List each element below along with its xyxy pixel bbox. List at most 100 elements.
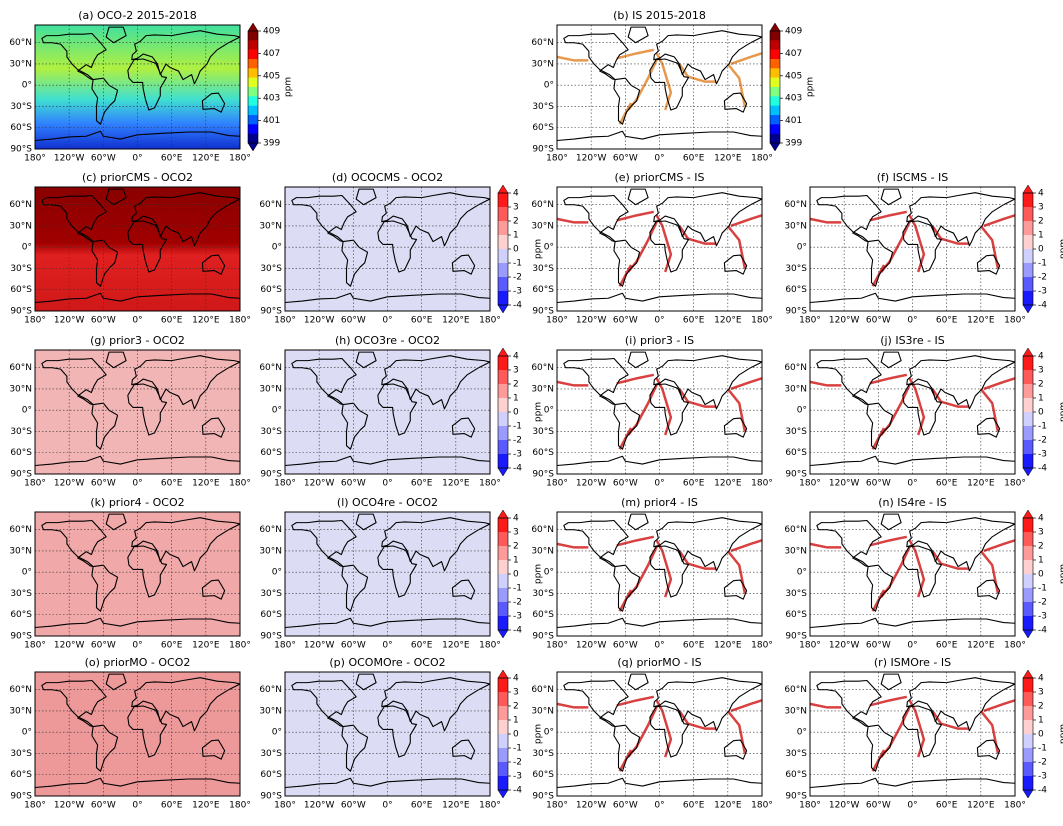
colorbar-segment [1023, 588, 1033, 602]
lon-label: 120°W [829, 801, 860, 811]
lat-label: 30°N [531, 384, 554, 394]
lat-label: 60°N [259, 363, 282, 373]
colorbar-tick-label: -2 [1038, 436, 1047, 446]
colorbar-segment [498, 532, 508, 546]
colorbar-label: ppm [534, 402, 544, 422]
lon-label: 120°E [192, 316, 220, 326]
lon-label: 180° [1004, 641, 1026, 651]
lon-label: 120°W [304, 479, 335, 489]
lon-label: 0° [382, 801, 392, 811]
colorbar-segment [498, 207, 508, 221]
lat-label: 60°S [260, 285, 282, 295]
colorbar-segment [498, 235, 508, 249]
lat-label: 30°N [784, 706, 807, 716]
lat-label: 60°S [532, 448, 554, 458]
lon-label: 60°W [91, 479, 116, 489]
lon-label: 60°E [936, 801, 958, 811]
lon-label: 60°E [161, 801, 183, 811]
panel-title: (a) OCO-2 2015-2018 [78, 9, 197, 22]
lat-label: 0° [22, 728, 32, 738]
colorbar-tick-label: 405 [785, 71, 802, 81]
lon-label: 0° [907, 479, 917, 489]
colorbar-label: ppm [1059, 239, 1063, 259]
lat-label: 30°N [9, 221, 32, 231]
colorbar-segment [1023, 678, 1033, 692]
colorbar-segment [1023, 454, 1033, 468]
lat-label: 60°N [9, 38, 32, 48]
lon-label: 60°W [341, 479, 366, 489]
lon-label: 180° [229, 801, 251, 811]
colorbar-tick-label: 3 [1038, 688, 1044, 698]
colorbar-tick-label: 409 [785, 27, 802, 37]
colorbar-segment [248, 115, 258, 125]
colorbar-tick-label: -4 [1038, 464, 1047, 474]
lat-label: 60°N [259, 685, 282, 695]
lon-label: 120°E [442, 801, 470, 811]
lon-label: 60°E [161, 316, 183, 326]
colorbar-tick-label: -1 [513, 744, 522, 754]
colorbar-tick-label: 2 [1038, 542, 1044, 552]
colorbar-tick-label: 2 [513, 217, 519, 227]
colorbar-segment [770, 106, 780, 116]
colorbar-extend [1023, 348, 1033, 356]
colorbar-extend [1023, 510, 1033, 518]
lat-label: 30°S [532, 427, 554, 437]
colorbar-segment [1023, 692, 1033, 706]
lat-label: 60°N [9, 685, 32, 695]
colorbar-segment [498, 291, 508, 305]
colorbar-segment [770, 50, 780, 60]
colorbar-tick-label: 1 [1038, 716, 1044, 726]
lon-label: 120°E [714, 801, 742, 811]
colorbar-extend [1023, 185, 1033, 193]
colorbar-tick-label: -2 [513, 273, 522, 283]
colorbar-extend [498, 790, 508, 798]
colorbar-label: ppm [534, 239, 544, 259]
colorbar-label: ppm [1059, 724, 1063, 744]
lat-label: 0° [22, 243, 32, 253]
colorbar-segment [770, 115, 780, 125]
colorbar-extend [770, 23, 780, 31]
colorbar-extend [498, 185, 508, 193]
lat-label: 60°N [784, 525, 807, 535]
lon-label: 60°E [411, 316, 433, 326]
colorbar-extend [498, 510, 508, 518]
colorbar-segment [770, 78, 780, 88]
colorbar-segment [248, 31, 258, 41]
colorbar-tick-label: 4 [513, 189, 519, 199]
colorbar-tick-label: 0 [513, 408, 519, 418]
colorbar-tick-label: 4 [1038, 514, 1044, 524]
lon-label: 120°W [576, 641, 607, 651]
panel-title: (o) priorMO - OCO2 [85, 656, 191, 669]
lat-label: 0° [797, 568, 807, 578]
colorbar-segment [498, 776, 508, 790]
lat-label: 30°S [785, 264, 807, 274]
lon-label: 180° [799, 801, 821, 811]
colorbar-tick-label: 1 [1038, 556, 1044, 566]
lon-label: 180° [24, 641, 46, 651]
lat-label: 30°S [532, 264, 554, 274]
lon-label: 180° [1004, 316, 1026, 326]
colorbar-segment [1023, 574, 1033, 588]
colorbar-tick-label: 3 [1038, 203, 1044, 213]
colorbar-tick-label: -2 [1038, 598, 1047, 608]
colorbar-segment [1023, 734, 1033, 748]
lon-label: 60°W [613, 801, 638, 811]
lat-label: 30°N [259, 706, 282, 716]
lon-label: 120°E [442, 479, 470, 489]
lon-label: 60°W [91, 316, 116, 326]
colorbar-extend [1023, 670, 1033, 678]
colorbar-segment [770, 124, 780, 134]
lon-label: 120°E [714, 154, 742, 164]
lon-label: 120°E [714, 479, 742, 489]
panel-title: (h) OCO3re - OCO2 [335, 334, 440, 347]
lat-label: 30°S [532, 749, 554, 759]
colorbar-tick-label: 1 [513, 556, 519, 566]
panel-title: (b) IS 2015-2018 [613, 9, 706, 22]
lon-label: 180° [751, 154, 773, 164]
lon-label: 180° [479, 641, 501, 651]
colorbar-tick-label: -3 [1038, 612, 1047, 622]
